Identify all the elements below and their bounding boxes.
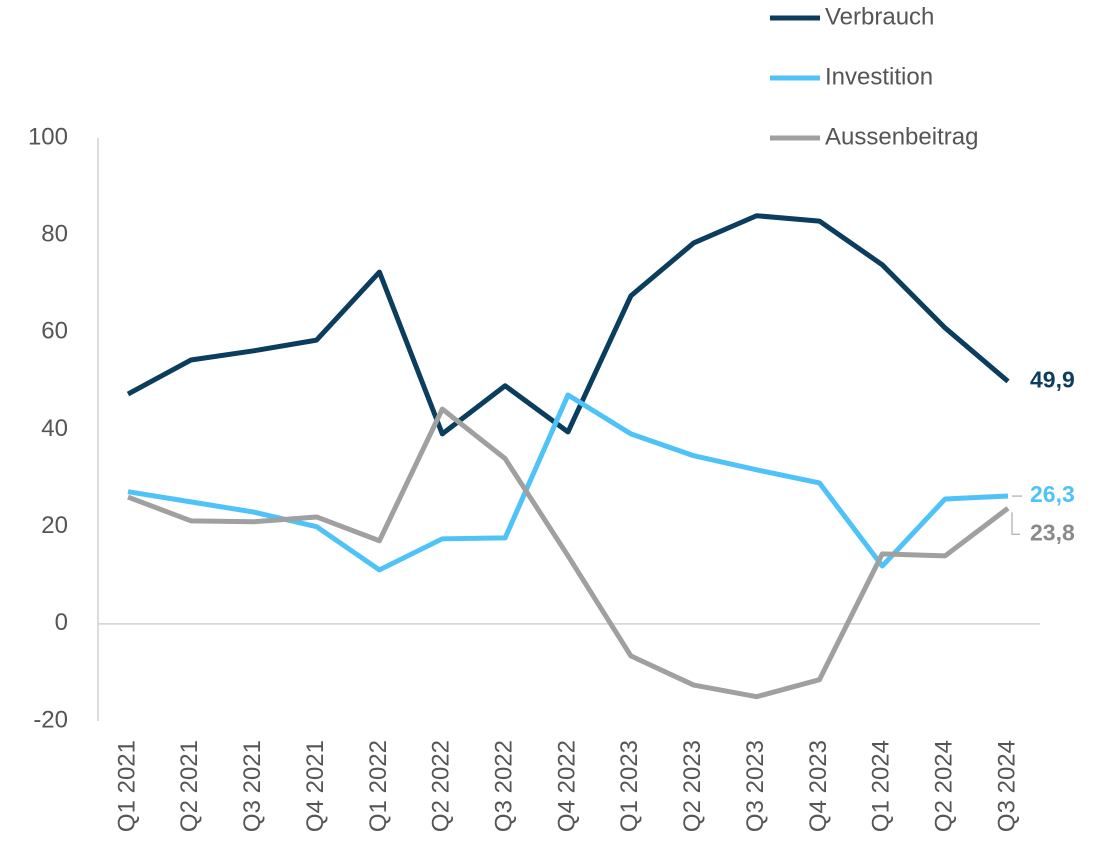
x-tick-label: Q2 2023	[679, 740, 706, 832]
leader	[1011, 512, 1020, 535]
value-label: 49,9	[1030, 366, 1075, 392]
series-line	[126, 213, 1010, 437]
y-tick-label: 20	[41, 512, 68, 539]
y-tick-label: 60	[41, 318, 68, 345]
value-label: 26,3	[1030, 481, 1075, 507]
x-tick-label: Q1 2022	[365, 740, 392, 832]
x-tick-label: Q2 2022	[428, 740, 455, 832]
legend-label: Investition	[825, 63, 933, 90]
x-tick-label: Q4 2023	[805, 740, 832, 832]
value-label: 23,8	[1030, 519, 1075, 545]
x-tick-label: Q3 2022	[490, 740, 517, 832]
series-line	[127, 406, 1010, 700]
x-tick-label: Q3 2021	[239, 740, 266, 832]
x-tick-label: Q2 2021	[176, 740, 203, 832]
x-tick-label: Q3 2023	[742, 740, 769, 832]
legend-label: Verbrauch	[825, 3, 934, 30]
x-tick-label: Q4 2022	[553, 740, 580, 832]
y-tick-label: -20	[33, 706, 68, 733]
x-tick-label: Q2 2024	[930, 740, 957, 832]
x-tick-label: Q1 2024	[868, 740, 895, 832]
x-tick-label: Q4 2021	[302, 740, 329, 832]
y-tick-label: 80	[41, 221, 68, 248]
x-tick-label: Q1 2023	[616, 740, 643, 832]
series-line	[127, 392, 1009, 573]
x-tick-label: Q3 2024	[993, 740, 1020, 832]
y-tick-label: 100	[28, 123, 68, 150]
y-tick-label: 40	[41, 415, 68, 442]
y-tick-label: 0	[55, 609, 68, 636]
legend-label: Aussenbeitrag	[825, 123, 978, 150]
x-tick-label: Q1 2021	[113, 740, 140, 832]
